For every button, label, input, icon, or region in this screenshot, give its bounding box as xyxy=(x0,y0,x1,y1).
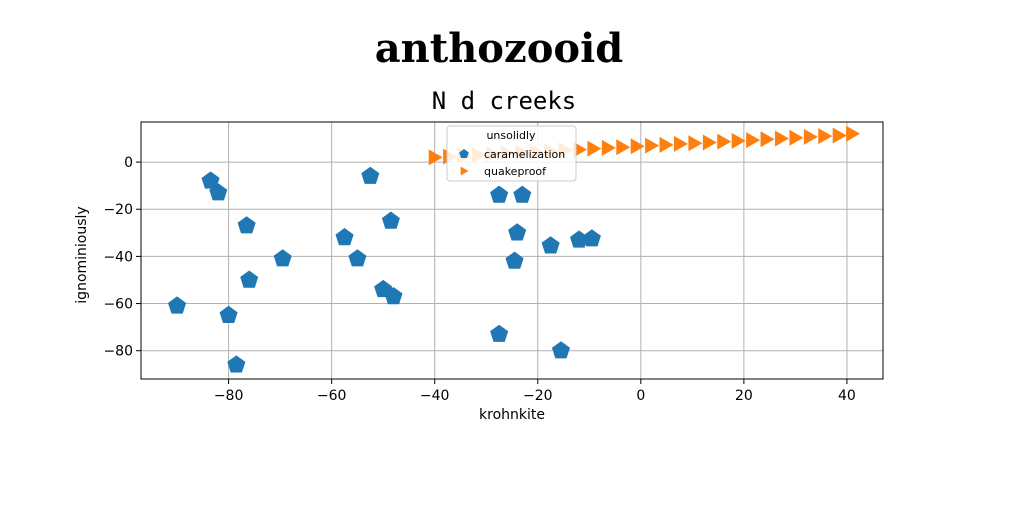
caramelization-point xyxy=(541,236,560,254)
y-axis-label: ignominiously xyxy=(74,206,90,303)
caramelization-point xyxy=(551,341,570,359)
caramelization-point xyxy=(490,185,509,203)
caramelization-point xyxy=(237,216,256,234)
quakeproof-point xyxy=(428,149,443,166)
caramelization-point xyxy=(381,211,400,229)
caramelization-point xyxy=(348,249,367,267)
legend-title: unsolidly xyxy=(486,129,536,142)
quakeproof-point xyxy=(746,132,761,149)
caramelization-point xyxy=(209,183,228,201)
caramelization-point xyxy=(508,223,527,241)
quakeproof-point xyxy=(803,128,818,145)
plot-frame xyxy=(140,121,884,380)
caramelization-point xyxy=(335,228,354,246)
x-tick-label: 20 xyxy=(735,388,753,404)
caramelization-point xyxy=(227,355,246,373)
quakeproof-point xyxy=(760,131,775,148)
quakeproof-point xyxy=(818,128,833,145)
y-tick-label: −40 xyxy=(103,249,133,265)
x-tick-label: 0 xyxy=(636,388,645,404)
quakeproof-point xyxy=(601,139,616,156)
chart-title: N d creeks xyxy=(432,87,577,115)
x-tick-label: 40 xyxy=(838,388,856,404)
x-tick-label: −60 xyxy=(317,388,347,404)
caramelization-point xyxy=(219,305,238,323)
quakeproof-point xyxy=(774,130,789,147)
x-tick-label: −40 xyxy=(420,388,450,404)
caramelization-point xyxy=(273,249,292,267)
x-tick-label: −80 xyxy=(214,388,244,404)
quakeproof-point xyxy=(645,137,660,154)
caramelization-point xyxy=(361,166,380,184)
legend-box xyxy=(446,125,577,182)
quakeproof-point xyxy=(702,134,717,151)
caramelization-point xyxy=(240,270,259,288)
quakeproof-point xyxy=(616,139,631,156)
caramelization-point xyxy=(384,287,403,305)
legend-entry-quakeproof: quakeproof xyxy=(484,165,547,178)
y-tick-label: 0 xyxy=(124,155,133,171)
caramelization-point xyxy=(490,324,509,342)
caramelization-point xyxy=(570,230,588,248)
legend-entry-caramelization: caramelization xyxy=(484,148,565,161)
y-tick-label: −20 xyxy=(103,202,133,218)
quakeproof-point xyxy=(717,133,732,150)
y-tick-label: −60 xyxy=(103,297,133,313)
quakeproof-point xyxy=(846,125,861,142)
quakeproof-point xyxy=(630,138,645,155)
x-tick-label: −20 xyxy=(523,388,553,404)
legend-marker-quakeproof xyxy=(460,166,469,176)
x-axis-label: krohnkite xyxy=(479,407,545,423)
caramelization-point xyxy=(201,171,220,189)
quakeproof-point xyxy=(673,135,688,152)
quakeproof-point xyxy=(587,140,602,157)
caramelization-point xyxy=(513,185,532,203)
legend: unsolidly caramelization quakeproof xyxy=(446,125,577,182)
quakeproof-point xyxy=(789,129,804,146)
caramelization-point xyxy=(582,229,601,247)
quakeproof-point xyxy=(659,136,674,153)
quakeproof-point xyxy=(832,127,847,144)
y-tick-label: −80 xyxy=(103,344,133,360)
quakeproof-point xyxy=(688,135,703,152)
caramelization-point xyxy=(168,296,187,314)
legend-marker-caramelization xyxy=(459,149,469,158)
chart-suptitle: anthozooid xyxy=(375,25,624,72)
quakeproof-point xyxy=(731,132,746,149)
caramelization-point xyxy=(505,251,524,269)
axis-ticks: −80 −60 −40 −20 0 20 40 0 −20 −40 −60 −80 xyxy=(103,155,855,404)
